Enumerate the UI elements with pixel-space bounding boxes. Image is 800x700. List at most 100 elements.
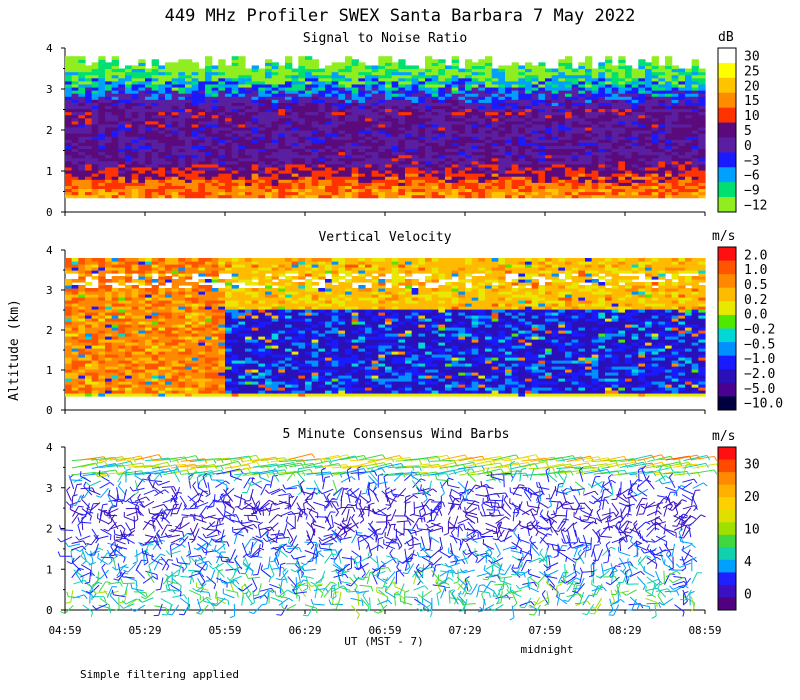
y-tick-label: 2 xyxy=(46,124,53,137)
snr-cell xyxy=(592,69,599,73)
snr-cell xyxy=(652,56,659,60)
snr-cell xyxy=(325,65,332,69)
colorbar-label: 10 xyxy=(744,109,760,124)
y-tick-label: 4 xyxy=(46,244,53,257)
velocity-cell xyxy=(65,258,72,262)
velocity-cell xyxy=(158,288,165,292)
snr-cell xyxy=(338,62,345,66)
colorbar-swatch xyxy=(718,197,736,212)
snr-cell xyxy=(278,65,285,69)
snr-cell xyxy=(312,59,319,63)
snr-cell xyxy=(505,65,512,69)
velocity-cell xyxy=(72,258,79,262)
snr-cell xyxy=(138,59,145,63)
snr-cell xyxy=(145,69,152,73)
velocity-cell xyxy=(98,258,105,262)
velocity-cell xyxy=(105,285,112,289)
y-tick-label: 1 xyxy=(46,364,53,377)
y-tick-label: 0 xyxy=(46,206,53,219)
snr-cell xyxy=(385,56,392,60)
colorbar-swatch xyxy=(718,108,736,123)
colorbar-swatch xyxy=(718,182,736,197)
snr-cell xyxy=(272,62,279,66)
snr-cell xyxy=(472,62,479,66)
velocity-cell xyxy=(138,258,145,262)
y-tick-label: 3 xyxy=(46,83,53,96)
y-tick-label: 3 xyxy=(46,284,53,297)
velocity-cell xyxy=(65,279,72,283)
snr-cell xyxy=(398,59,405,63)
velocity-cell xyxy=(92,276,99,280)
velocity-cell xyxy=(78,258,85,262)
snr-cell xyxy=(658,65,665,69)
snr-cell xyxy=(345,56,352,60)
velocity-cell xyxy=(85,282,92,286)
velocity-cell xyxy=(132,258,139,262)
snr-cell xyxy=(132,65,139,69)
snr-cell xyxy=(365,65,372,69)
snr-cell xyxy=(405,65,412,69)
snr-cell xyxy=(292,69,299,73)
snr-cell xyxy=(612,65,619,69)
snr-cell xyxy=(692,59,699,63)
snr-cell xyxy=(65,56,72,60)
snr-cell xyxy=(478,59,485,63)
colorbar-swatch xyxy=(718,48,736,63)
snr-cell xyxy=(218,59,225,63)
snr-cell xyxy=(678,69,685,73)
velocity-cell xyxy=(158,258,165,262)
snr-cell xyxy=(432,59,439,63)
snr-cell xyxy=(532,65,539,69)
snr-cell xyxy=(245,69,252,73)
colorbar-label: 30 xyxy=(744,49,760,64)
velocity-cell xyxy=(118,288,125,292)
velocity-cell xyxy=(132,285,139,289)
velocity-cell xyxy=(105,279,112,283)
snr-cell xyxy=(85,65,92,69)
snr-cell xyxy=(645,62,652,66)
snr-cell xyxy=(158,65,165,69)
snr-cell xyxy=(458,69,465,73)
profiler-figure: 449 MHz Profiler SWEX Santa Barbara 7 Ma… xyxy=(0,0,800,700)
snr-cell xyxy=(625,65,632,69)
colorbar-swatch xyxy=(718,93,736,108)
velocity-cell xyxy=(92,288,99,292)
snr-cell xyxy=(352,59,359,63)
snr-cell xyxy=(125,65,132,69)
colorbar-swatch xyxy=(718,78,736,93)
velocity-cell xyxy=(112,258,119,262)
velocity-panel-title: Vertical Velocity xyxy=(318,230,451,245)
snr-cell xyxy=(598,62,605,66)
snr-cell xyxy=(258,69,265,73)
velocity-cell xyxy=(92,258,99,262)
snr-cell xyxy=(618,56,625,60)
snr-cell xyxy=(225,65,232,69)
colorbar-swatch xyxy=(718,167,736,182)
velocity-cell xyxy=(72,279,79,283)
snr-cell xyxy=(372,65,379,69)
snr-panel-title: Signal to Noise Ratio xyxy=(303,31,467,46)
snr-cell xyxy=(205,56,212,60)
colorbar-label: 5 xyxy=(744,124,752,139)
velocity-cell xyxy=(132,279,139,283)
snr-cell xyxy=(572,69,579,73)
snr-cell xyxy=(112,56,119,60)
velocity-cell xyxy=(118,276,125,280)
snr-cell xyxy=(558,59,565,63)
snr-cell xyxy=(685,69,692,73)
snr-cell xyxy=(418,69,425,73)
snr-cell xyxy=(358,62,365,66)
y-tick-label: 4 xyxy=(46,42,53,55)
snr-cell xyxy=(232,56,239,60)
velocity-cell xyxy=(105,258,112,262)
snr-cell xyxy=(672,65,679,69)
snr-cell xyxy=(545,69,552,73)
snr-cell xyxy=(518,65,525,69)
snr-cell xyxy=(492,69,499,73)
snr-cell xyxy=(638,59,645,63)
velocity-cell xyxy=(145,258,152,262)
snr-cell xyxy=(298,56,305,60)
velocity-cell xyxy=(145,288,152,292)
